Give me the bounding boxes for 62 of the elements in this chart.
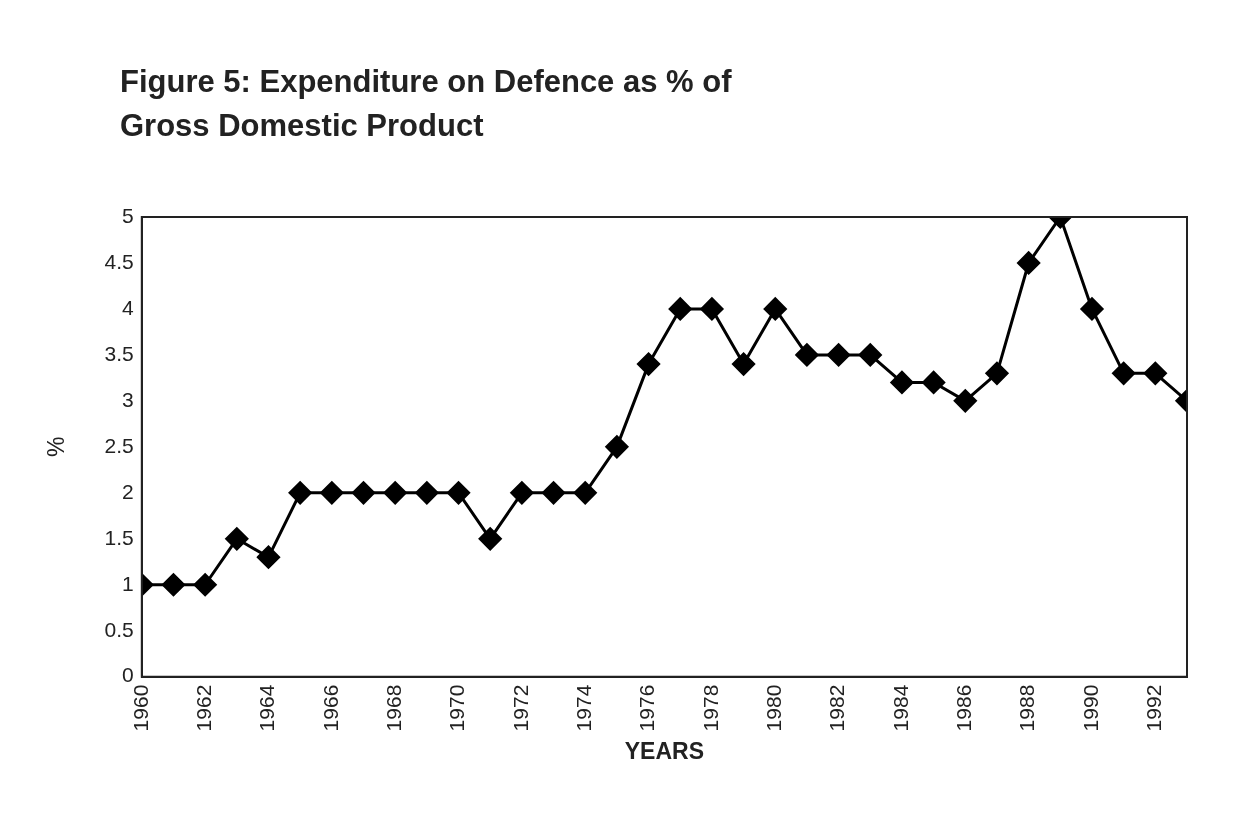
y-tick-label: 1.5 bbox=[104, 525, 134, 549]
x-tick-label: 1982 bbox=[825, 684, 849, 732]
x-tick-label: 1974 bbox=[572, 684, 596, 732]
x-tick-label: 1980 bbox=[762, 684, 786, 732]
point bbox=[415, 481, 439, 505]
y-tick-label: 2 bbox=[122, 479, 134, 503]
y-tick-label: 4.5 bbox=[104, 249, 134, 273]
point bbox=[225, 527, 249, 551]
point bbox=[352, 481, 375, 505]
y-tick-label: 4 bbox=[122, 295, 135, 319]
x-tick-label: 1970 bbox=[445, 684, 469, 732]
x-tick-label: 1986 bbox=[952, 684, 976, 732]
point bbox=[1080, 297, 1104, 321]
y-tick-label: 2.5 bbox=[104, 433, 134, 457]
point bbox=[256, 545, 280, 569]
x-tick-label: 1978 bbox=[698, 684, 722, 732]
point bbox=[890, 370, 914, 394]
y-tick-label: 3.5 bbox=[104, 341, 134, 365]
point bbox=[510, 481, 534, 505]
point bbox=[542, 481, 566, 505]
point bbox=[700, 297, 724, 321]
point bbox=[858, 343, 882, 367]
point bbox=[795, 343, 819, 367]
point bbox=[668, 297, 692, 321]
y-tick-label: 1 bbox=[122, 571, 134, 595]
x-tick-label: 1968 bbox=[381, 684, 405, 732]
x-tick-label: 1966 bbox=[318, 684, 342, 732]
point bbox=[827, 343, 851, 367]
point bbox=[478, 527, 502, 551]
x-tick-label: 1964 bbox=[255, 684, 279, 732]
point bbox=[637, 352, 661, 376]
x-axis-title: YEARS bbox=[624, 737, 705, 764]
point bbox=[763, 297, 787, 321]
x-tick-label: 1988 bbox=[1015, 684, 1039, 732]
y-axis-title: % bbox=[43, 436, 70, 458]
point bbox=[605, 435, 629, 459]
point bbox=[288, 481, 312, 505]
point bbox=[1017, 251, 1041, 275]
x-tick-label: 1976 bbox=[635, 684, 659, 732]
point bbox=[193, 573, 217, 597]
x-tick-label: 1972 bbox=[508, 684, 532, 732]
x-tick-label: 1984 bbox=[888, 684, 912, 732]
point bbox=[161, 573, 185, 597]
point bbox=[573, 481, 597, 505]
x-tick-label: 1990 bbox=[1078, 684, 1102, 732]
point bbox=[1112, 361, 1136, 385]
chart-title: Figure 5: Expenditure on Defence as % of Gross Domestic Product bbox=[120, 63, 733, 145]
x-tick-label: 1960 bbox=[128, 684, 152, 732]
point bbox=[732, 352, 756, 376]
point bbox=[1143, 361, 1167, 385]
point bbox=[985, 361, 1009, 385]
point bbox=[383, 481, 407, 505]
x-tick-label: 1992 bbox=[1142, 684, 1166, 732]
point bbox=[922, 370, 946, 394]
y-tick-label: 5 bbox=[122, 203, 134, 227]
y-tick-label: 0 bbox=[122, 663, 134, 687]
point bbox=[320, 481, 344, 505]
x-tick-label: 1962 bbox=[191, 684, 215, 732]
y-tick-label: 0.5 bbox=[104, 617, 134, 641]
point bbox=[447, 481, 471, 505]
point bbox=[953, 389, 977, 413]
y-tick-label: 3 bbox=[122, 387, 134, 411]
